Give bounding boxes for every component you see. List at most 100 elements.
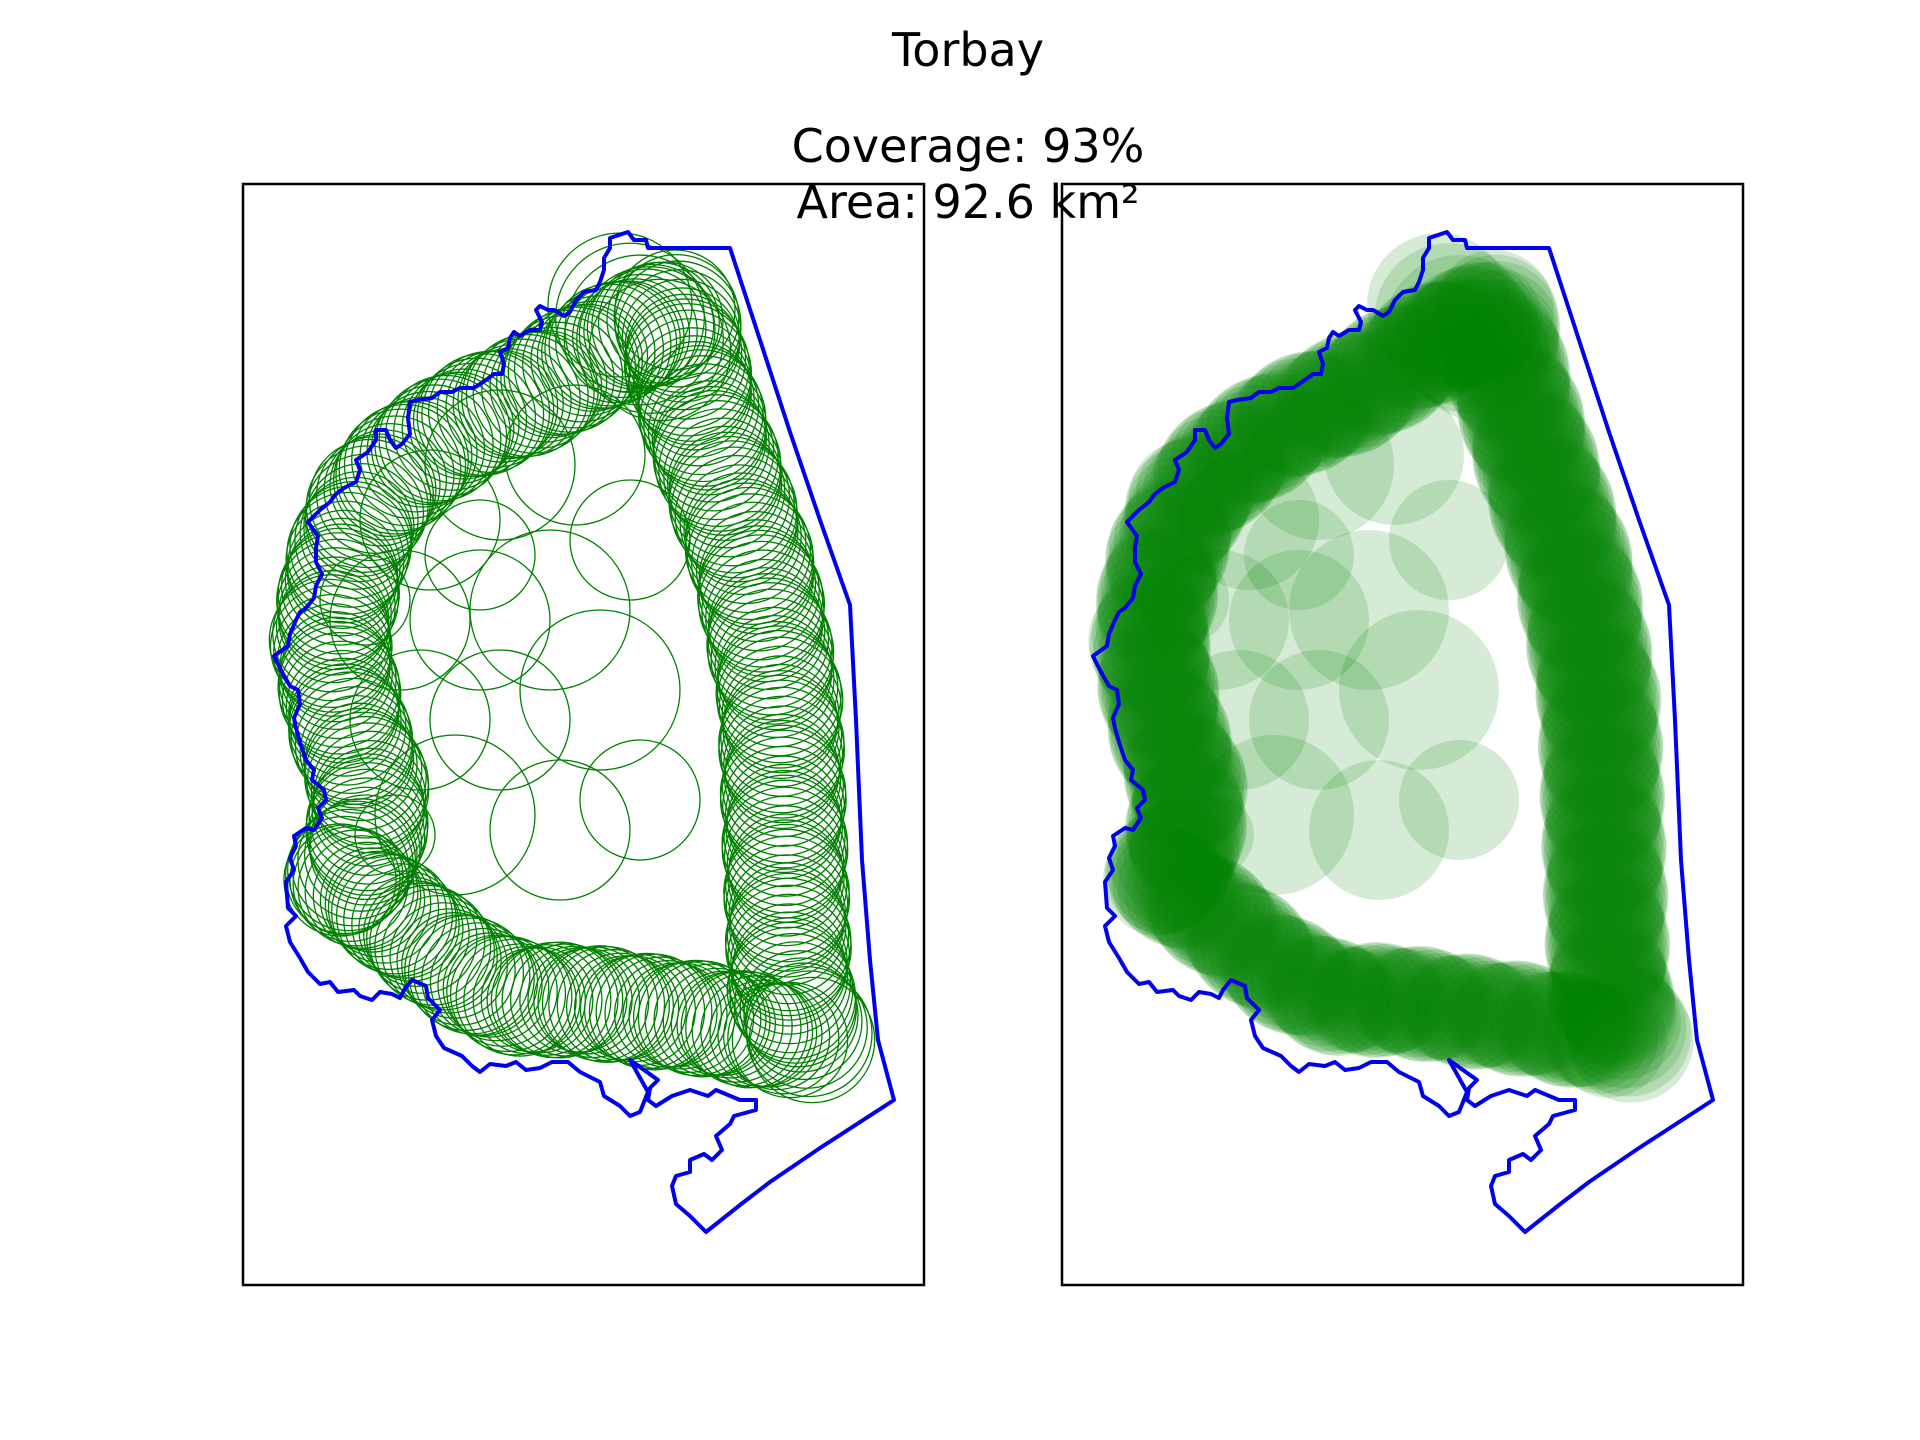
filled-circle [1135, 436, 1253, 554]
filled-circle [1541, 725, 1663, 847]
filled-circle [1100, 528, 1218, 646]
outline-circle [717, 614, 833, 731]
filled-circle [1391, 280, 1504, 393]
filled-circle [1548, 854, 1665, 972]
filled-circle [1158, 409, 1280, 531]
filled-circle [1462, 363, 1586, 487]
filled-circle [1244, 500, 1354, 610]
filled-circle [1547, 813, 1662, 929]
filled-circle [1169, 650, 1309, 790]
filled-circle [1562, 957, 1678, 1073]
filled-circle [1486, 426, 1601, 541]
filled-circle [1402, 274, 1517, 388]
filled-circle [1539, 675, 1661, 797]
filled-circle [1309, 760, 1449, 900]
torbay-boundary-left [272, 230, 896, 1234]
outline-circle [690, 501, 815, 626]
filled-circle [1193, 889, 1310, 1006]
outline-circle [429, 649, 571, 791]
filled-circle [1125, 445, 1248, 568]
filled-circle [1403, 954, 1515, 1066]
filled-circle [1367, 233, 1511, 377]
filled-circle [1190, 391, 1304, 505]
filled-circle [1551, 911, 1666, 1026]
filled-circle [1116, 801, 1235, 919]
filled-circle [1499, 464, 1617, 582]
filled-circle [1327, 310, 1450, 433]
filled-circle [1374, 281, 1496, 403]
outline-circle [268, 578, 392, 702]
filled-circle [1275, 939, 1391, 1055]
outline-circle [519, 609, 681, 771]
filled-circle [1482, 968, 1589, 1075]
filled-circle [1376, 949, 1489, 1062]
filled-circle [1506, 493, 1633, 620]
right-panel [1060, 182, 1745, 1287]
filled-circle [1519, 975, 1632, 1088]
filled-circle [1473, 964, 1585, 1076]
outline-circle [273, 593, 392, 713]
filled-circle [1107, 658, 1218, 769]
filled-circle [1262, 935, 1368, 1041]
filled-circle [1553, 941, 1676, 1064]
filled-circle [1315, 327, 1426, 438]
filled-circle [1282, 943, 1396, 1057]
filled-circle [1102, 823, 1216, 937]
filled-circle [1154, 415, 1274, 535]
filled-circle [1545, 770, 1662, 887]
filled-circle [1339, 610, 1499, 770]
filled-circle [1504, 487, 1630, 613]
outline-circle [304, 462, 419, 578]
outline-circle [725, 884, 852, 1012]
filled-circle [1535, 625, 1657, 747]
filled-circle [1424, 957, 1536, 1069]
filled-circle [1096, 547, 1215, 666]
outline-circle [727, 893, 851, 1017]
outline-circle [374, 888, 492, 1006]
filled-circle [1482, 418, 1600, 536]
filled-circle [1128, 439, 1250, 561]
filled-circle [1098, 611, 1210, 722]
filled-circle [1434, 250, 1554, 370]
filled-circle [1399, 956, 1506, 1062]
filled-circle [1544, 714, 1659, 829]
filled-circle [1541, 670, 1658, 787]
filled-circles [1088, 233, 1694, 1103]
filled-circle [1564, 963, 1681, 1080]
outline-circle [490, 944, 603, 1056]
filled-circle [1544, 885, 1671, 1011]
filled-circle [1546, 927, 1672, 1053]
filled-circle [1114, 686, 1232, 805]
filled-circle [1174, 795, 1254, 875]
filled-circle [1525, 582, 1652, 708]
outline-circle [604, 956, 718, 1070]
filled-circle [1329, 943, 1442, 1057]
outline-circle [726, 805, 845, 923]
outline-circle [335, 857, 454, 975]
outline-circle [312, 841, 422, 951]
filled-circle [1433, 254, 1558, 380]
filled-circle [1457, 345, 1578, 466]
filled-circle [1408, 953, 1524, 1069]
filled-circle [1488, 440, 1614, 566]
filled-circle [1564, 966, 1687, 1089]
filled-circle [1551, 982, 1667, 1098]
filled-circle [1544, 878, 1670, 1004]
outline-circle [707, 588, 835, 716]
outline-circle [723, 835, 851, 963]
filled-circle [1182, 880, 1289, 987]
filled-circle [1265, 935, 1377, 1047]
filled-circle [1502, 472, 1618, 588]
filled-circle [1227, 915, 1343, 1031]
filled-circle [1249, 928, 1357, 1036]
outline-circle [369, 884, 486, 1001]
outline-circle [533, 947, 641, 1055]
filled-circle [1544, 824, 1666, 946]
filled-circle [1448, 963, 1554, 1069]
filled-circle [1285, 334, 1408, 457]
filled-circle [1097, 564, 1208, 676]
outline-circle [384, 374, 508, 498]
filled-circle [1341, 305, 1458, 422]
outline-circle [489, 759, 631, 901]
